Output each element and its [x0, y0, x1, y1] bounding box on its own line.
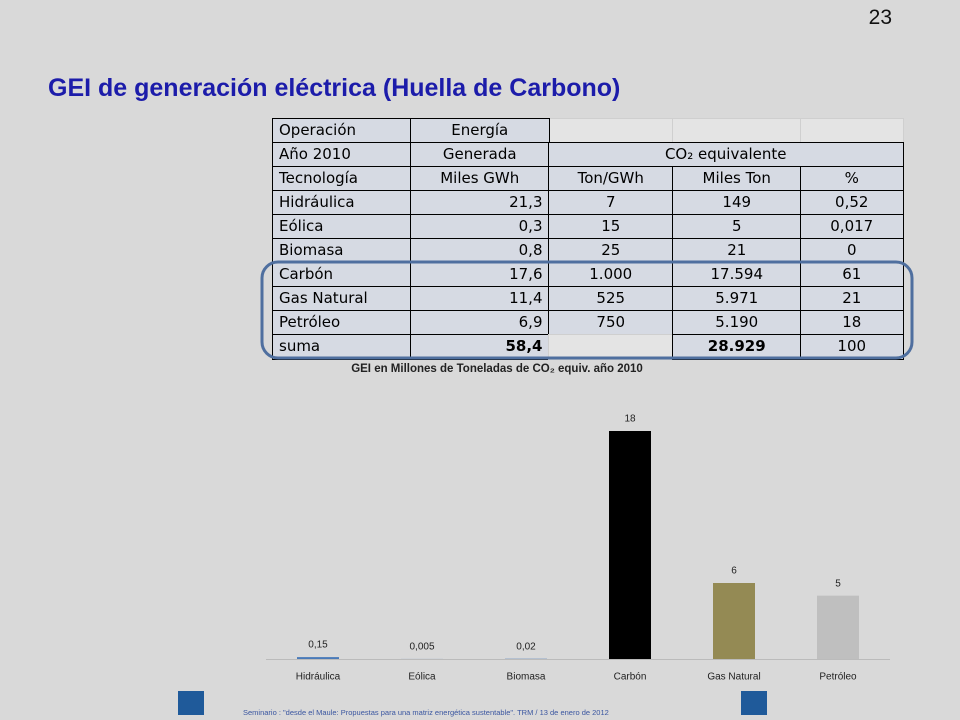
- table-cell: 0,017: [800, 214, 904, 240]
- x-tick-label: Carbón: [614, 672, 647, 683]
- data-label: 0,15: [308, 640, 328, 651]
- table-cell: 0,3: [410, 214, 550, 240]
- table-cell: 18: [800, 310, 904, 336]
- bar: [713, 583, 755, 659]
- table-cell: Eólica: [272, 214, 412, 240]
- data-label: 5: [835, 578, 841, 589]
- table-cell: 25: [548, 238, 674, 264]
- table-cell: Hidráulica: [272, 190, 412, 216]
- slide-title: GEI de generación eléctrica (Huella de C…: [48, 74, 621, 102]
- x-tick-label: Biomasa: [507, 672, 546, 683]
- empty-cell: [800, 118, 904, 144]
- chart-title: GEI en Millones de Toneladas de CO₂ equi…: [351, 363, 643, 375]
- x-tick-label: Hidráulica: [296, 672, 341, 683]
- bar: [297, 657, 339, 659]
- table-cell: 1.000: [548, 262, 674, 288]
- table-cell: 6,9: [410, 310, 550, 336]
- table-cell: Miles GWh: [410, 166, 550, 192]
- table-cell: 21: [672, 238, 802, 264]
- table-cell: 5.190: [672, 310, 802, 336]
- x-tick-label: Petróleo: [819, 672, 857, 683]
- table-cell: Energía: [410, 118, 550, 144]
- table-cell: 0: [800, 238, 904, 264]
- table-cell: 0,8: [410, 238, 550, 264]
- footer: Seminario : "desde el Maule: Propuestas …: [243, 708, 609, 717]
- table-cell: 525: [548, 286, 674, 312]
- data-label: 0,02: [516, 641, 536, 652]
- bar: [817, 595, 859, 659]
- table-cell: 750: [548, 310, 674, 336]
- slide-number: 23: [868, 6, 892, 29]
- table-cell: Tecnología: [272, 166, 412, 192]
- logo: [741, 691, 767, 715]
- data-label: 18: [624, 414, 636, 425]
- table-cell: CO₂ equivalente: [548, 142, 904, 168]
- table-cell: 15: [548, 214, 674, 240]
- bar: [609, 431, 651, 659]
- empty-cell: [548, 334, 674, 360]
- table-cell: 21: [800, 286, 904, 312]
- table-cell: Carbón: [272, 262, 412, 288]
- table-cell: Generada: [410, 142, 550, 168]
- table-cell: %: [800, 166, 904, 192]
- table-cell: Ton/GWh: [548, 166, 674, 192]
- table-cell: Petróleo: [272, 310, 412, 336]
- x-tick-label: Gas Natural: [707, 672, 760, 683]
- highlight-box: [260, 260, 914, 360]
- table-cell: 58,4: [410, 334, 550, 360]
- table-cell: suma: [272, 334, 412, 360]
- table-cell: Miles Ton: [672, 166, 802, 192]
- data-label: 0,005: [409, 642, 434, 653]
- x-tick-label: Eólica: [408, 672, 436, 683]
- data-label: 6: [731, 566, 737, 577]
- logo: [178, 691, 204, 715]
